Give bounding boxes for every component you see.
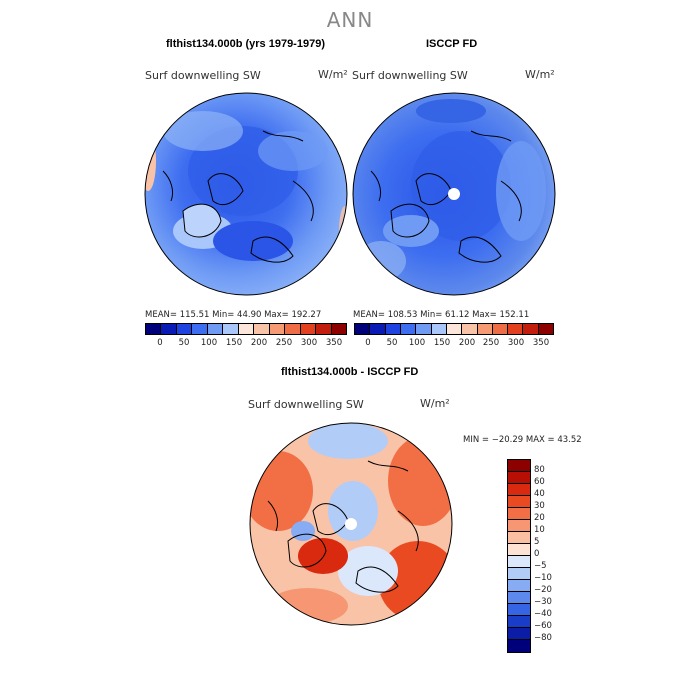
colorbar-swatch (508, 604, 530, 616)
obs-stats: MEAN= 108.53 Min= 61.12 Max= 152.11 (353, 310, 530, 320)
colorbar-swatch (416, 324, 432, 334)
colorbar-label: 250 (482, 338, 500, 348)
colorbar-swatch (508, 640, 530, 652)
obs-polar-map (352, 92, 556, 296)
colorbar-label: 350 (532, 338, 550, 348)
colorbar-swatch (538, 324, 554, 334)
colorbar-swatch (161, 324, 177, 334)
colorbar-swatch (508, 556, 530, 568)
colorbar-swatch (492, 324, 509, 334)
colorbar-swatch (370, 324, 386, 334)
diff-stats: MIN = −20.29 MAX = 43.52 (463, 435, 582, 445)
colorbar-swatch (508, 544, 530, 556)
model-panel-title: flthist134.000b (yrs 1979-1979) (166, 38, 325, 50)
diff-colorbar-labels: 80 60 40 30 20 10 5 0 −5 −10 −20 −30 −40… (534, 459, 574, 653)
colorbar-swatch (238, 324, 255, 334)
colorbar-label: 200 (250, 338, 268, 348)
obs-panel-title: ISCCP FD (426, 38, 478, 50)
diff-variable-label: Surf downwelling SW (248, 398, 364, 411)
colorbar-label: 80 (534, 465, 545, 475)
model-colorbar-labels: 0 50 100 150 200 250 300 350 (145, 338, 345, 350)
colorbar-label: 30 (534, 501, 545, 511)
colorbar-label: 0 (365, 338, 371, 348)
colorbar-label: −40 (534, 609, 552, 619)
obs-colorbar (354, 323, 554, 335)
colorbar-label: 40 (534, 489, 545, 499)
colorbar-swatch (508, 592, 530, 604)
colorbar-swatch (146, 324, 162, 334)
colorbar-label: −60 (534, 621, 552, 631)
model-variable-label: Surf downwelling SW (145, 69, 261, 82)
colorbar-label: 50 (386, 338, 398, 348)
colorbar-swatch (431, 324, 447, 334)
model-stats: MEAN= 115.51 Min= 44.90 Max= 192.27 (145, 310, 322, 320)
colorbar-swatch (508, 472, 530, 484)
colorbar-swatch (508, 520, 530, 532)
colorbar-swatch (207, 324, 224, 334)
colorbar-label: −20 (534, 585, 552, 595)
colorbar-label: 250 (275, 338, 293, 348)
colorbar-swatch (508, 628, 530, 640)
colorbar-label: 20 (534, 513, 545, 523)
model-colorbar (145, 323, 347, 335)
colorbar-label: 200 (458, 338, 476, 348)
colorbar-label: 0 (157, 338, 163, 348)
colorbar-label: 350 (325, 338, 343, 348)
diff-polar-map (249, 422, 453, 626)
colorbar-swatch (331, 324, 347, 334)
colorbar-swatch (508, 460, 530, 472)
colorbar-label: 5 (534, 537, 540, 547)
colorbar-swatch (385, 324, 401, 334)
colorbar-swatch (223, 324, 239, 334)
colorbar-swatch (300, 324, 317, 334)
colorbar-label: 150 (225, 338, 243, 348)
colorbar-label: 100 (200, 338, 218, 348)
colorbar-swatch (176, 324, 193, 334)
colorbar-label: 300 (300, 338, 318, 348)
colorbar-swatch (508, 508, 530, 520)
obs-variable-label: Surf downwelling SW (352, 69, 468, 82)
diff-panel-title: flthist134.000b - ISCCP FD (281, 366, 419, 378)
colorbar-label: −80 (534, 633, 552, 643)
model-polar-map (144, 92, 348, 296)
colorbar-swatch (508, 568, 530, 580)
colorbar-label: 50 (178, 338, 190, 348)
colorbar-label: 300 (507, 338, 525, 348)
colorbar-label: 10 (534, 525, 545, 535)
colorbar-label: 60 (534, 477, 545, 487)
figure-title: ANN (326, 8, 374, 32)
colorbar-swatch (446, 324, 463, 334)
colorbar-swatch (508, 616, 530, 628)
colorbar-label: 150 (433, 338, 451, 348)
colorbar-swatch (523, 324, 539, 334)
colorbar-swatch (477, 324, 493, 334)
obs-units-label: W/m² (525, 68, 555, 81)
colorbar-swatch (508, 580, 530, 592)
colorbar-swatch (269, 324, 286, 334)
colorbar-label: 0 (534, 549, 540, 559)
colorbar-label: −5 (534, 561, 547, 571)
colorbar-label: 100 (408, 338, 426, 348)
diff-colorbar (507, 459, 531, 653)
colorbar-swatch (285, 324, 301, 334)
colorbar-label: −30 (534, 597, 552, 607)
colorbar-swatch (508, 532, 530, 544)
obs-colorbar-labels: 0 50 100 150 200 250 300 350 (354, 338, 552, 350)
colorbar-swatch (316, 324, 332, 334)
colorbar-swatch (355, 324, 371, 334)
colorbar-swatch (462, 324, 478, 334)
colorbar-swatch (254, 324, 270, 334)
model-units-label: W/m² (318, 68, 348, 81)
colorbar-swatch (508, 496, 530, 508)
colorbar-swatch (508, 324, 524, 334)
colorbar-swatch (508, 484, 530, 496)
colorbar-swatch (400, 324, 417, 334)
colorbar-label: −10 (534, 573, 552, 583)
diff-units-label: W/m² (420, 397, 450, 410)
colorbar-swatch (192, 324, 208, 334)
